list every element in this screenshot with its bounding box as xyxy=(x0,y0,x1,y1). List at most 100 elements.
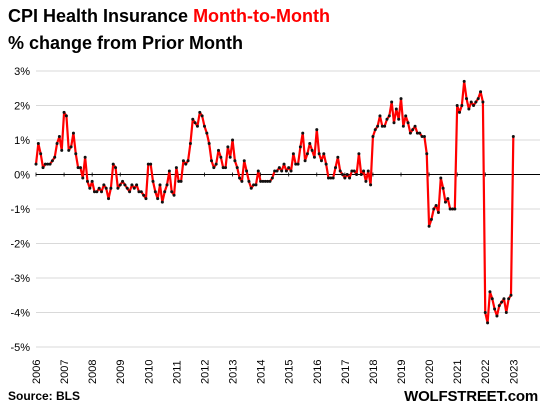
data-point xyxy=(139,190,143,194)
data-point xyxy=(422,135,426,139)
data-point xyxy=(495,314,499,318)
data-point xyxy=(165,183,169,187)
x-tick-label: 2017 xyxy=(340,360,352,384)
data-point xyxy=(142,193,146,197)
data-point xyxy=(472,104,476,107)
data-point xyxy=(329,176,333,180)
x-tick-label: 2022 xyxy=(480,360,492,384)
source-note: Source: BLS xyxy=(8,389,81,403)
data-point xyxy=(333,166,337,170)
data-point xyxy=(305,152,309,156)
data-point xyxy=(415,131,419,135)
data-point xyxy=(249,186,253,190)
data-point xyxy=(319,159,323,163)
data-point xyxy=(462,79,466,83)
data-point xyxy=(247,179,251,183)
data-point xyxy=(240,179,244,183)
data-point xyxy=(95,190,99,194)
data-point xyxy=(125,186,129,190)
data-point xyxy=(102,183,106,187)
data-point xyxy=(214,162,218,166)
data-point xyxy=(188,141,192,145)
data-point xyxy=(263,179,267,183)
data-point xyxy=(284,169,288,173)
data-point xyxy=(448,207,452,211)
data-point xyxy=(226,145,230,149)
data-point xyxy=(317,152,321,156)
data-point xyxy=(149,162,153,166)
data-point xyxy=(296,162,300,166)
data-point xyxy=(104,186,108,190)
data-point xyxy=(373,128,377,132)
data-point xyxy=(458,110,462,114)
data-point xyxy=(118,183,122,187)
data-point xyxy=(369,183,373,187)
gridlines xyxy=(36,70,540,348)
y-tick-label: -5% xyxy=(10,342,30,354)
data-point xyxy=(191,117,195,121)
data-point xyxy=(326,176,330,180)
x-tick-label: 2016 xyxy=(312,360,324,384)
data-point xyxy=(507,297,511,301)
data-point xyxy=(212,166,216,170)
data-point xyxy=(172,193,176,197)
data-point xyxy=(275,169,279,173)
data-point xyxy=(116,186,120,190)
data-point xyxy=(207,141,211,145)
data-point xyxy=(355,173,359,176)
data-point xyxy=(303,159,307,163)
data-point xyxy=(128,190,132,194)
data-point xyxy=(107,197,111,201)
data-point xyxy=(352,169,356,173)
data-point xyxy=(392,121,396,125)
data-point xyxy=(322,152,326,156)
data-point xyxy=(450,207,454,211)
data-point xyxy=(209,159,213,163)
data-point xyxy=(174,166,178,170)
data-point xyxy=(504,311,508,314)
x-tick-label: 2019 xyxy=(396,360,408,384)
series-line xyxy=(34,80,515,324)
x-tick-label: 2018 xyxy=(368,360,380,384)
data-point xyxy=(43,162,47,166)
data-point xyxy=(390,100,394,104)
data-point xyxy=(511,135,515,139)
data-point xyxy=(336,155,340,159)
data-point xyxy=(362,169,366,173)
x-tick-label: 2013 xyxy=(228,360,240,384)
data-point xyxy=(443,200,447,204)
data-point xyxy=(324,162,328,166)
data-point xyxy=(413,124,417,128)
data-point xyxy=(111,162,115,166)
data-point xyxy=(266,179,270,183)
data-point xyxy=(123,183,127,187)
data-point xyxy=(160,200,164,204)
data-point xyxy=(50,159,54,163)
data-point xyxy=(167,169,171,173)
data-point xyxy=(282,162,286,166)
data-point xyxy=(200,114,204,118)
x-tick-label: 2011 xyxy=(171,360,183,384)
data-point xyxy=(460,104,464,107)
data-point xyxy=(310,148,314,152)
y-tick-label: -4% xyxy=(10,308,30,320)
data-point xyxy=(202,124,206,128)
data-point xyxy=(238,176,242,180)
series-group xyxy=(34,79,515,325)
data-point xyxy=(408,131,412,135)
data-point xyxy=(186,159,190,163)
data-point xyxy=(446,197,450,201)
data-point xyxy=(259,179,263,183)
data-point xyxy=(469,100,473,104)
data-point xyxy=(308,141,312,145)
data-point xyxy=(39,152,43,156)
data-point xyxy=(221,166,225,170)
x-tick-label: 2006 xyxy=(31,360,43,384)
x-tick-label: 2010 xyxy=(143,360,155,384)
y-axis-ticks: 3% 2% 1% 0% -1% -2% -3% -4% -5% xyxy=(10,66,30,354)
data-point xyxy=(69,145,73,149)
data-point xyxy=(114,166,118,170)
data-point xyxy=(90,179,94,183)
data-point xyxy=(146,162,150,166)
